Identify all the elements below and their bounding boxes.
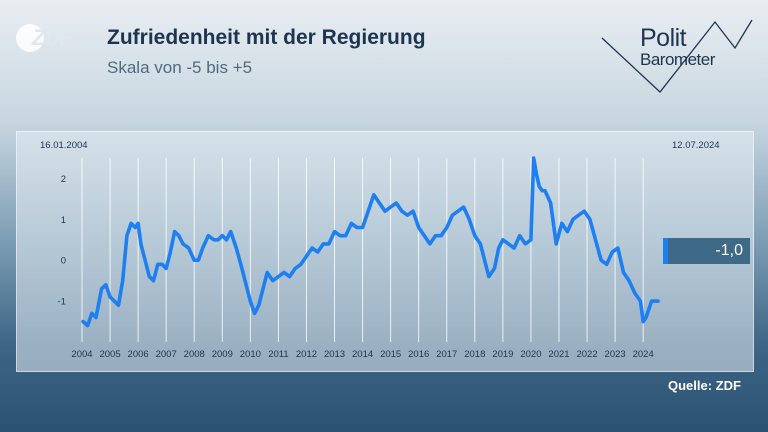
x-tick-label: 2020 [520,349,541,360]
x-tick-label: 2009 [212,349,233,360]
current-value-badge: -1,0 [663,238,750,264]
x-tick-label: 2013 [324,349,345,360]
x-tick-label: 2023 [605,349,626,360]
x-tick-label: 2019 [492,349,513,360]
source-label: Quelle: ZDF [668,378,741,393]
x-tick-label: 2012 [296,349,317,360]
x-tick-label: 2016 [408,349,429,360]
zdf-logo-circle [16,24,44,52]
y-tick-label: 2 [61,174,66,185]
zdf-logo: ZDF [32,25,73,50]
y-tick-label: 1 [61,215,66,226]
date-end-label: 12.07.2024 [672,140,720,151]
x-tick-label: 2008 [184,349,205,360]
x-tick-label: 2015 [380,349,401,360]
x-tick-label: 2010 [240,349,261,360]
y-tick-label: 0 [61,256,66,267]
series-line [81,156,660,328]
x-tick-label: 2006 [128,349,149,360]
brand-polit: Polit [640,24,687,52]
politbarometer-zigzag-icon [601,19,753,93]
y-tick-label: -1 [58,297,66,308]
chart-panel [16,131,754,372]
date-start-label: 16.01.2004 [40,140,88,151]
x-tick-label: 2005 [99,349,120,360]
x-tick-label: 2022 [576,349,597,360]
x-tick-label: 2007 [156,349,177,360]
x-tick-label: 2014 [352,349,373,360]
x-tick-label: 2024 [633,349,654,360]
chart-title: Zufriedenheit mit der Regierung [107,26,426,49]
x-tick-label: 2017 [436,349,457,360]
politbarometer-logo: Polit Barometer [600,10,760,100]
x-tick-label: 2018 [464,349,485,360]
x-tick-label: 2021 [548,349,569,360]
x-tick-label: 2011 [268,349,288,360]
chart-subtitle: Skala von -5 bis +5 [107,58,253,77]
x-tick-label: 2004 [71,349,92,360]
brand-barometer: Barometer [640,50,715,69]
